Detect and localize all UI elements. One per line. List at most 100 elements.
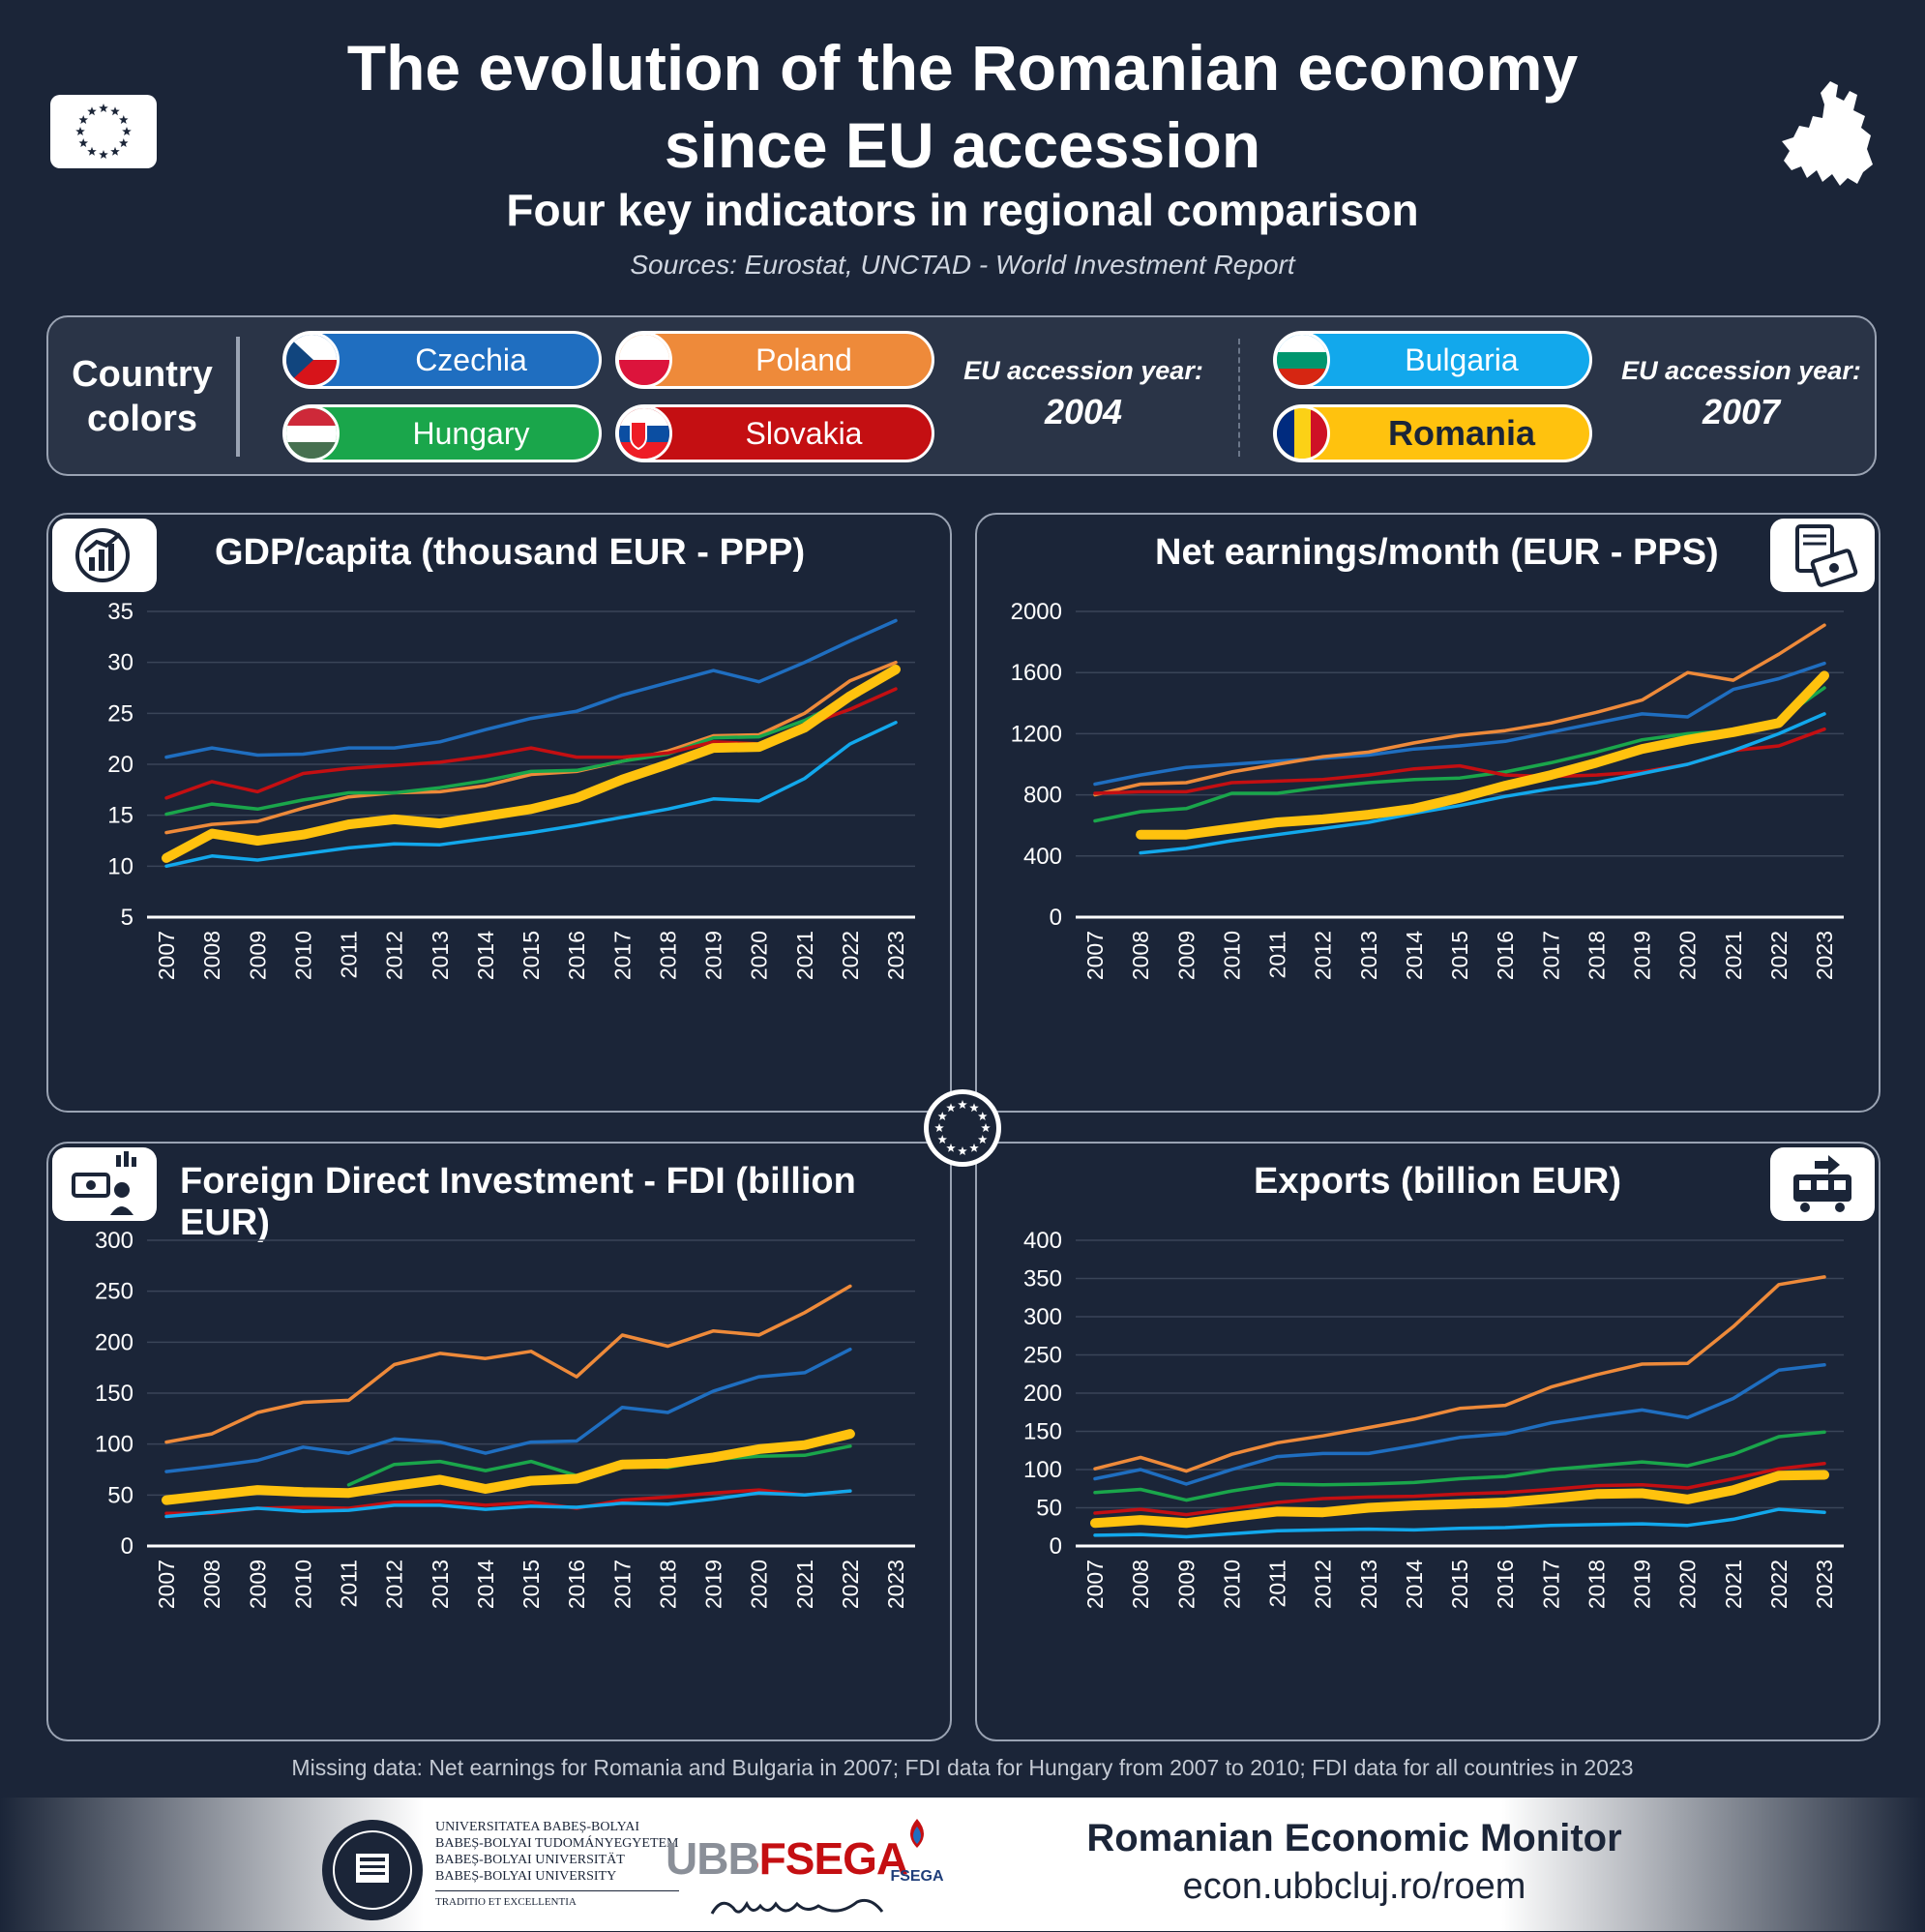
x-tick-label: 2014 xyxy=(473,931,498,980)
page-title: The evolution of the Romanian economy si… xyxy=(0,29,1925,184)
star-mark xyxy=(978,1112,988,1120)
monitor-name: Romanian Economic Monitor xyxy=(1086,1817,1622,1859)
x-tick-label: 2016 xyxy=(564,931,589,980)
accession-year: 2004 xyxy=(1044,392,1123,431)
series-line-czechia xyxy=(1093,661,1826,787)
x-tick-label: 2013 xyxy=(1356,931,1381,980)
x-tick-label: 2009 xyxy=(245,931,270,980)
accession-year: 2007 xyxy=(1702,392,1781,431)
investment-icon xyxy=(52,1147,157,1221)
x-tick-label: 2009 xyxy=(245,1560,270,1609)
series-line-hungary xyxy=(164,670,898,817)
star-mark xyxy=(934,1123,944,1132)
x-tick-label: 2017 xyxy=(609,1560,635,1609)
legend-item-label: Slovakia xyxy=(745,416,863,451)
x-tick-label: 2011 xyxy=(337,1560,362,1607)
x-tick-label: 2007 xyxy=(154,1560,179,1609)
star-mark xyxy=(110,106,120,116)
series-line-romania xyxy=(1136,670,1829,840)
x-tick-label: 2008 xyxy=(1128,1560,1153,1609)
star-mark xyxy=(78,115,88,124)
y-tick-label: 150 xyxy=(1023,1419,1062,1445)
star-mark xyxy=(969,1143,979,1152)
y-tick-label: 5 xyxy=(121,905,133,931)
y-tick-label: 250 xyxy=(95,1279,133,1305)
star-mark xyxy=(119,115,129,124)
exports-chart-title: Exports (billion EUR) xyxy=(1254,1161,1621,1202)
star-mark xyxy=(75,127,85,135)
x-tick-label: 2023 xyxy=(1812,931,1837,980)
y-tick-label: 0 xyxy=(121,1533,133,1560)
university-motto: TRADITIO ET EXCELLENTIA xyxy=(435,1890,679,1911)
earnings-panel: Net earnings/month (EUR - PPS) 0 400 800 12… xyxy=(975,513,1881,1113)
fdi-chart-title: Foreign Direct Investment - FDI (billion… xyxy=(180,1161,856,1243)
monitor-url[interactable]: econ.ubbcluj.ro/roem xyxy=(1182,1866,1526,1907)
x-tick-label: 2014 xyxy=(473,1560,498,1609)
x-tick-label: 2007 xyxy=(1082,1560,1108,1609)
star-mark xyxy=(99,104,108,112)
x-tick-label: 2007 xyxy=(154,931,179,980)
y-tick-label: 250 xyxy=(1023,1343,1062,1369)
earnings-chart-title: Net earnings/month (EUR - PPS) xyxy=(1155,532,1719,573)
university-name-line: BABEȘ-BOLYAI TUDOMÁNYEGYETEM xyxy=(435,1836,679,1851)
x-tick-label: 2007 xyxy=(1082,931,1108,980)
y-tick-label: 0 xyxy=(1050,1533,1062,1560)
x-tick-label: 2010 xyxy=(290,931,315,980)
x-tick-label: 2022 xyxy=(1766,1560,1792,1609)
legend-item-label: Romania xyxy=(1387,413,1536,453)
x-tick-label: 2017 xyxy=(1538,931,1563,980)
bulgaria-flag-icon xyxy=(1274,332,1330,388)
series-line-slovakia xyxy=(164,687,898,800)
legend-label: Country colors xyxy=(70,352,215,441)
x-tick-label: 2010 xyxy=(1219,1560,1244,1609)
x-tick-label: 2018 xyxy=(1584,931,1609,980)
x-tick-label: 2019 xyxy=(1630,1560,1655,1609)
accession-2004: EU accession year: 2004 xyxy=(958,356,1209,432)
y-tick-label: 15 xyxy=(107,803,133,829)
romania-flag-icon xyxy=(1274,405,1330,461)
y-tick-label: 1200 xyxy=(1011,721,1062,747)
x-tick-label: 2018 xyxy=(655,931,680,980)
legend-item-poland: Poland xyxy=(615,331,934,389)
series-line-bulgaria xyxy=(164,1489,852,1519)
y-tick-label: 20 xyxy=(107,752,133,778)
university-name: UNIVERSITATEA BABEȘ-BOLYAI BABEȘ-BOLYAI … xyxy=(435,1819,679,1911)
gdp-chart: 5 10 15 20 25 30 35 2007 2008 2009 2010 2011 2012 201… xyxy=(107,599,915,980)
y-tick-label: 350 xyxy=(1023,1266,1062,1293)
x-tick-label: 2010 xyxy=(1219,931,1244,980)
star-mark xyxy=(958,1146,967,1155)
fdi-chart: 0 50 100 150 200 250 300 2007 2008 2009 2010 2011 20… xyxy=(95,1228,915,1609)
footer-band: UNIVERSITATEA BABEȘ-BOLYAI BABEȘ-BOLYAI … xyxy=(0,1798,1925,1931)
legend-item-label: Poland xyxy=(755,342,852,377)
y-tick-label: 800 xyxy=(1023,783,1062,809)
x-tick-label: 2013 xyxy=(428,1560,453,1609)
y-tick-label: 200 xyxy=(95,1329,133,1355)
x-tick-label: 2019 xyxy=(701,1560,726,1609)
accession-2007: EU accession year: 2007 xyxy=(1615,356,1867,432)
star-mark xyxy=(99,150,108,159)
badge-disc xyxy=(929,1094,996,1162)
x-tick-label: 2022 xyxy=(838,1560,863,1609)
series-line-czechia xyxy=(164,618,898,759)
y-tick-label: 10 xyxy=(107,853,133,879)
fsega-logo-text: UBBFSEGA xyxy=(666,1833,908,1884)
x-tick-label: 2021 xyxy=(792,1560,817,1609)
legend-item-bulgaria: Bulgaria xyxy=(1273,331,1592,389)
x-tick-label: 2011 xyxy=(1265,931,1290,978)
star-mark xyxy=(937,1112,947,1120)
legend-item-czechia: Czechia xyxy=(282,331,602,389)
x-tick-label: 2012 xyxy=(1311,1560,1336,1609)
x-tick-label: 2021 xyxy=(1721,1560,1746,1609)
x-tick-label: 2008 xyxy=(199,931,224,980)
missing-data-note: Missing data: Net earnings for Romania a… xyxy=(291,1755,1634,1780)
x-tick-label: 2019 xyxy=(1630,931,1655,980)
export-truck-icon xyxy=(1770,1147,1875,1221)
series-line-czechia xyxy=(164,1347,852,1473)
star-mark xyxy=(958,1100,967,1109)
series-line-slovakia xyxy=(1093,1461,1826,1517)
star-mark xyxy=(946,1103,956,1113)
fsega-flame-icon xyxy=(910,1819,924,1848)
x-tick-label: 2017 xyxy=(609,931,635,980)
gdp-chart-title: GDP/capita (thousand EUR - PPP) xyxy=(215,532,806,573)
star-mark xyxy=(122,127,132,135)
